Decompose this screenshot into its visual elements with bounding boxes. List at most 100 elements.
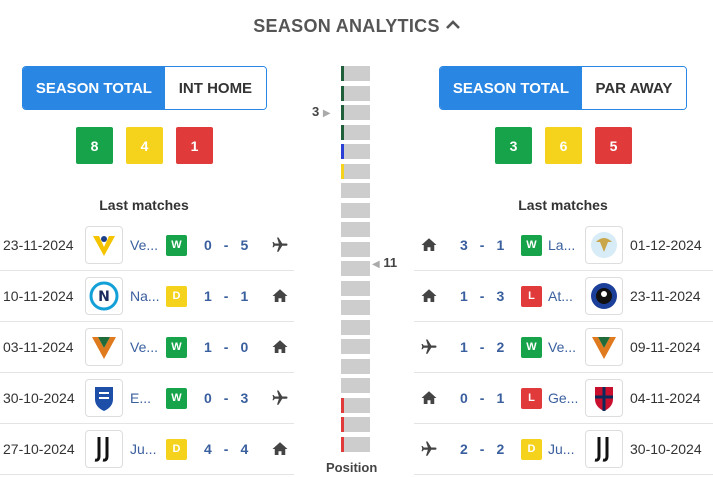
opponent-name[interactable]: At... [548, 288, 573, 304]
right-wins-badge: 3 [495, 127, 532, 164]
result-badge: D [166, 438, 187, 460]
score-away: 4 [240, 441, 249, 457]
opponent-name[interactable]: E... [130, 390, 152, 406]
zone-marker [341, 85, 344, 101]
match-score: 4-4 [204, 441, 248, 457]
right-match-row[interactable]: 0-1 L Ge... 04-11-2024 [414, 373, 713, 424]
opponent-name[interactable]: Ge... [548, 390, 579, 406]
score-sep: - [479, 237, 485, 253]
plane-icon [419, 439, 439, 459]
standings-slot [341, 85, 370, 101]
left-losses-badge: 1 [176, 127, 213, 164]
score-away: 1 [496, 390, 505, 406]
zone-marker [341, 105, 344, 120]
left-tab-int-home[interactable]: INT HOME [164, 67, 266, 109]
match-score: 0-5 [204, 237, 248, 253]
team-crest-icon [585, 328, 623, 366]
opponent-name[interactable]: Ju... [130, 441, 157, 457]
plane-icon [419, 337, 439, 357]
zone-marker [341, 144, 344, 159]
match-date: 04-11-2024 [630, 390, 701, 406]
score-home: 1 [460, 288, 468, 304]
opponent-name[interactable]: Ve... [130, 237, 159, 253]
standings-slot [341, 436, 370, 452]
home-icon [419, 286, 439, 306]
right-tab-season-total[interactable]: SEASON TOTAL [440, 67, 582, 109]
score-away: 2 [496, 441, 505, 457]
score-away: 5 [240, 237, 249, 253]
match-score: 1-1 [204, 288, 248, 304]
team-crest-icon [85, 379, 123, 417]
score-sep: - [223, 339, 229, 355]
section-title[interactable]: SEASON ANALYTICS [0, 16, 713, 37]
left-match-row[interactable]: 23-11-2024 Ve... W 0-5 [0, 220, 294, 271]
chevron-up-icon[interactable] [445, 17, 460, 33]
right-match-row[interactable]: 2-2 D Ju... 30-10-2024 [414, 424, 713, 475]
standings-slot [341, 378, 370, 393]
score-home: 0 [460, 390, 468, 406]
result-badge: W [521, 336, 542, 358]
standings-slot [341, 183, 370, 198]
home-icon [270, 337, 290, 357]
standings-slot [341, 202, 370, 218]
opponent-name[interactable]: Na... [130, 288, 160, 304]
left-match-row[interactable]: 27-10-2024 Ju... D 4-4 [0, 424, 294, 475]
left-wdl-summary: 8 4 1 [76, 127, 213, 164]
team-crest-icon [85, 430, 123, 468]
score-sep: - [479, 339, 485, 355]
zone-marker [341, 124, 344, 140]
left-tabs: SEASON TOTAL INT HOME [22, 66, 267, 110]
right-last-matches-title: Last matches [518, 197, 608, 213]
standings-slot [341, 241, 370, 257]
match-score: 1-0 [204, 339, 248, 355]
right-match-row[interactable]: 1-3 L At... 23-11-2024 [414, 271, 713, 322]
team-crest-icon [585, 277, 623, 315]
standings-slot [341, 66, 370, 81]
standings-slot [341, 300, 370, 315]
standings-slot [341, 261, 370, 276]
right-position-value: 11 [383, 255, 398, 270]
match-date: 27-10-2024 [3, 441, 75, 457]
position-label: Position [326, 460, 378, 475]
opponent-name[interactable]: La... [548, 237, 576, 253]
score-home: 1 [204, 288, 212, 304]
result-badge: L [521, 285, 542, 307]
match-date: 23-11-2024 [3, 237, 74, 253]
team-crest-icon [585, 430, 623, 468]
left-match-row[interactable]: 10-11-2024 N Na... D 1-1 [0, 271, 294, 322]
right-match-row[interactable]: 1-2 W Ve... 09-11-2024 [414, 322, 713, 373]
right-match-row[interactable]: 3-1 W La... 01-12-2024 [414, 220, 713, 271]
match-score: 0-3 [204, 390, 248, 406]
match-date: 10-11-2024 [3, 288, 74, 304]
right-tabs: SEASON TOTAL PAR AWAY [439, 66, 687, 110]
standings-slot [341, 417, 370, 432]
team-crest-icon [85, 328, 123, 366]
opponent-name[interactable]: Ve... [130, 339, 159, 355]
result-badge: W [166, 336, 187, 358]
result-badge: W [166, 234, 187, 256]
left-match-row[interactable]: 03-11-2024 Ve... W 1-0 [0, 322, 294, 373]
right-tab-par-away[interactable]: PAR AWAY [581, 67, 686, 109]
score-away: 1 [496, 237, 505, 253]
match-score: 2-2 [460, 441, 504, 457]
match-date: 30-10-2024 [3, 390, 75, 406]
score-home: 0 [204, 390, 212, 406]
zone-marker [341, 66, 344, 81]
standings-slot [341, 339, 370, 354]
match-score: 1-3 [460, 288, 504, 304]
left-match-row[interactable]: 30-10-2024 E... W 0-3 [0, 373, 294, 424]
left-position-marker: 3 ▶ [312, 104, 331, 119]
score-sep: - [223, 288, 229, 304]
right-position-marker: ◀ 11 [372, 255, 397, 270]
plane-icon [270, 388, 290, 408]
home-icon [270, 439, 290, 459]
score-away: 0 [240, 339, 249, 355]
svg-text:N: N [98, 289, 110, 305]
score-home: 4 [204, 441, 212, 457]
score-away: 2 [496, 339, 505, 355]
right-wdl-summary: 3 6 5 [495, 127, 632, 164]
score-away: 3 [496, 288, 505, 304]
opponent-name[interactable]: Ju... [548, 441, 575, 457]
opponent-name[interactable]: Ve... [548, 339, 577, 355]
left-tab-season-total[interactable]: SEASON TOTAL [23, 67, 165, 109]
